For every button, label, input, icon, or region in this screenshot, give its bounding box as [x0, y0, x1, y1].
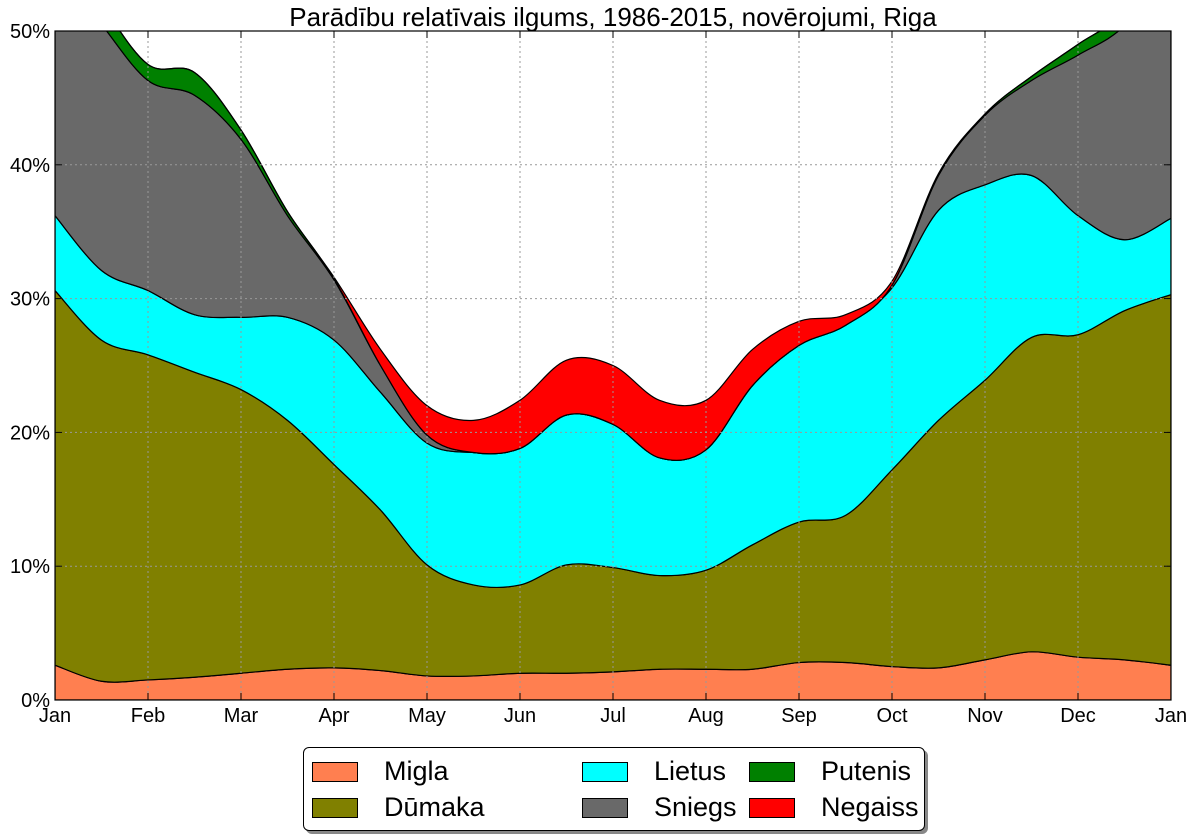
grid — [55, 31, 1171, 700]
legend-item-migla: Migla — [312, 756, 449, 787]
legend-item-dmaka: Dūmaka — [312, 792, 485, 823]
axis-ticks: Jan Feb Mar Apr May Jun Jul Aug Sep Oct Nov Dec Jan0… — [10, 21, 1187, 727]
legend-label: Negaiss — [821, 792, 919, 822]
legend-swatch — [312, 761, 358, 782]
legend-swatch — [749, 761, 795, 782]
x-tick-label: Jan — [39, 705, 71, 727]
legend-swatch — [582, 797, 628, 818]
chart: Parādību relatīvais ilgums, 1986-2015, n… — [10, 2, 1187, 727]
x-tick-label: Apr — [318, 705, 349, 727]
area-negaiss — [119, 31, 1102, 461]
x-tick-label: Mar — [224, 705, 259, 727]
legend-label: Sniegs — [654, 792, 737, 822]
legend: Migla Dūmaka Lietus Sniegs Putenis Negaiss — [303, 747, 925, 831]
legend-label: Migla — [384, 756, 449, 786]
x-tick-label: Jul — [600, 705, 626, 727]
legend-swatch — [749, 797, 795, 818]
legend-label: Dūmaka — [384, 792, 485, 822]
y-tick-label: 50% — [10, 21, 50, 43]
y-tick-label: 40% — [10, 155, 50, 177]
y-tick-label: 10% — [10, 556, 50, 578]
chart-title: Parādību relatīvais ilgums, 1986-2015, n… — [289, 2, 937, 32]
y-tick-label: 20% — [10, 422, 50, 444]
legend-item-negaiss: Negaiss — [749, 792, 919, 823]
x-tick-label: Dec — [1060, 705, 1096, 727]
legend-item-sniegs: Sniegs — [582, 792, 737, 823]
x-tick-label: Feb — [131, 705, 165, 727]
legend-swatch — [582, 761, 628, 782]
legend-item-putenis: Putenis — [749, 756, 911, 787]
x-tick-label: May — [408, 705, 446, 727]
x-tick-label: Jan — [1155, 705, 1187, 727]
legend-item-lietus: Lietus — [582, 756, 726, 787]
x-tick-label: Aug — [688, 705, 724, 727]
legend-label: Lietus — [654, 756, 727, 786]
x-tick-label: Jun — [504, 705, 536, 727]
plot-areas — [55, 31, 1171, 700]
legend-swatch — [312, 797, 358, 818]
y-tick-label: 0% — [21, 690, 50, 712]
legend-label: Putenis — [821, 756, 912, 786]
x-tick-label: Nov — [967, 705, 1003, 727]
x-tick-label: Oct — [876, 705, 908, 727]
y-tick-label: 30% — [10, 289, 50, 311]
x-tick-label: Sep — [781, 705, 817, 727]
